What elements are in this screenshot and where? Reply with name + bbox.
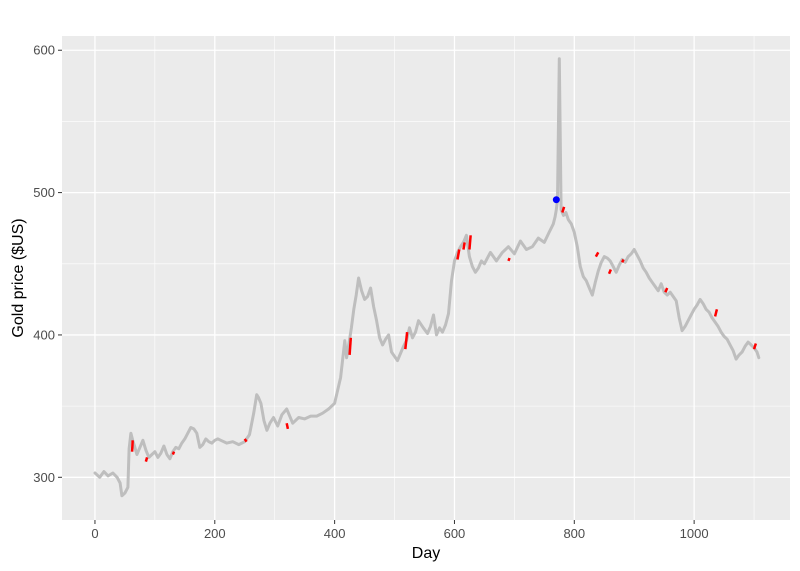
x-tick-label: 1000: [680, 526, 709, 541]
highlight-point: [552, 196, 560, 204]
imputed-segment: [130, 440, 134, 452]
imputed-layer: [130, 206, 758, 462]
imputed-segment: [144, 457, 149, 462]
grid-major: [62, 36, 790, 520]
y-axis: 300 400 500 600: [33, 43, 62, 485]
x-tick-label: 200: [204, 526, 226, 541]
imputed-segment: [507, 257, 511, 262]
y-tick-label: 600: [33, 43, 55, 58]
imputed-segment: [752, 343, 758, 350]
imputed-segment: [456, 249, 461, 260]
point-layer: [552, 196, 560, 204]
imputed-segment: [462, 242, 466, 250]
series-line-0: [93, 57, 761, 498]
imputed-segment: [404, 331, 409, 350]
x-tick-label: 0: [91, 526, 98, 541]
imputed-segment: [285, 422, 290, 430]
x-axis: 0 200 400 600 800 1000: [91, 520, 709, 541]
imputed-segment: [348, 337, 353, 355]
x-tick-label: 600: [444, 526, 466, 541]
imputed-segment: [713, 309, 719, 317]
y-axis-title: Gold price ($US): [10, 218, 27, 337]
grid-minor: [62, 36, 790, 520]
y-tick-label: 300: [33, 470, 55, 485]
imputed-segment: [468, 235, 472, 250]
x-tick-label: 800: [563, 526, 585, 541]
x-tick-label: 400: [324, 526, 346, 541]
imputed-segment: [243, 438, 248, 443]
imputed-segment: [594, 251, 600, 258]
series-layer: [93, 57, 761, 498]
imputed-segment: [561, 206, 566, 213]
x-axis-title: Day: [412, 545, 440, 562]
imputed-segment: [607, 268, 612, 275]
y-tick-label: 400: [33, 327, 55, 342]
imputed-segment: [171, 451, 176, 456]
y-tick-label: 500: [33, 185, 55, 200]
imputed-segment: [621, 259, 625, 263]
imputed-segment: [664, 287, 669, 293]
plot-panel: [62, 36, 790, 520]
